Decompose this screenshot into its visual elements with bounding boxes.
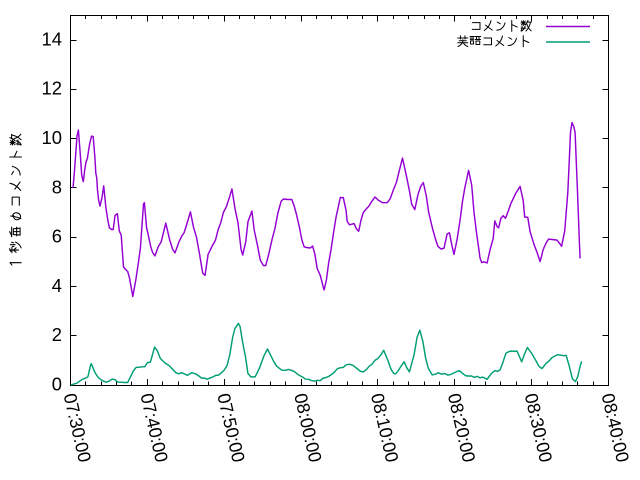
svg-text:8: 8 <box>52 177 62 197</box>
svg-text:12: 12 <box>42 79 63 99</box>
svg-text:14: 14 <box>42 29 63 49</box>
svg-text:0: 0 <box>52 374 62 394</box>
svg-text:2: 2 <box>52 325 62 345</box>
svg-text:10: 10 <box>42 128 63 148</box>
svg-text:4: 4 <box>52 276 62 296</box>
svg-text:6: 6 <box>52 227 62 247</box>
